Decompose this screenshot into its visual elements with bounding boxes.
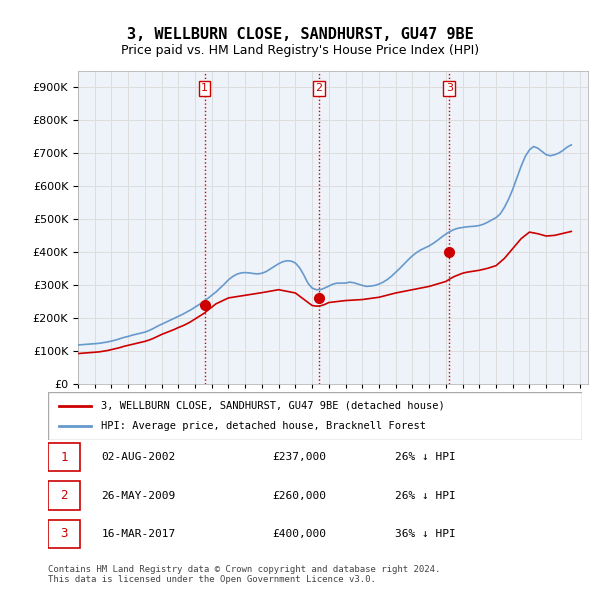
FancyBboxPatch shape [48,481,80,510]
Text: 2: 2 [60,489,68,502]
Text: 26-MAY-2009: 26-MAY-2009 [101,491,176,500]
Text: 1: 1 [60,451,68,464]
Text: 26% ↓ HPI: 26% ↓ HPI [395,491,456,500]
Text: 02-AUG-2002: 02-AUG-2002 [101,453,176,462]
Text: 3, WELLBURN CLOSE, SANDHURST, GU47 9BE: 3, WELLBURN CLOSE, SANDHURST, GU47 9BE [127,27,473,41]
FancyBboxPatch shape [48,443,80,471]
Text: 1: 1 [201,83,208,93]
Text: Contains HM Land Registry data © Crown copyright and database right 2024.
This d: Contains HM Land Registry data © Crown c… [48,565,440,584]
Text: £237,000: £237,000 [272,453,326,462]
Text: 36% ↓ HPI: 36% ↓ HPI [395,529,456,539]
Text: £260,000: £260,000 [272,491,326,500]
Text: 3: 3 [60,527,68,540]
Text: 3, WELLBURN CLOSE, SANDHURST, GU47 9BE (detached house): 3, WELLBURN CLOSE, SANDHURST, GU47 9BE (… [101,401,445,411]
Text: 2: 2 [315,83,322,93]
FancyBboxPatch shape [48,520,80,548]
Text: HPI: Average price, detached house, Bracknell Forest: HPI: Average price, detached house, Brac… [101,421,427,431]
FancyBboxPatch shape [48,392,582,440]
Text: 3: 3 [446,83,453,93]
Text: £400,000: £400,000 [272,529,326,539]
Text: 26% ↓ HPI: 26% ↓ HPI [395,453,456,462]
Text: Price paid vs. HM Land Registry's House Price Index (HPI): Price paid vs. HM Land Registry's House … [121,44,479,57]
Text: 16-MAR-2017: 16-MAR-2017 [101,529,176,539]
